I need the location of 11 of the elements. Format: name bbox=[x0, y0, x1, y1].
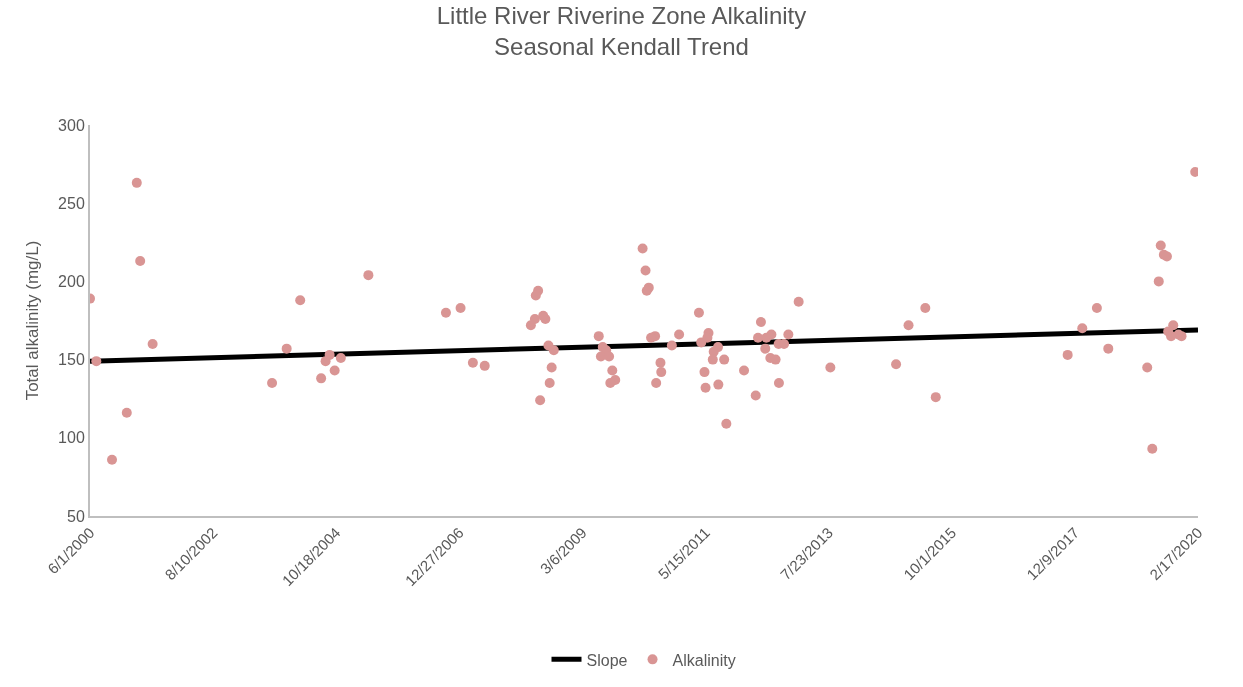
legend-label: Alkalinity bbox=[672, 651, 736, 669]
legend-label: Slope bbox=[586, 651, 628, 669]
y-tick-label: 100 bbox=[58, 429, 85, 447]
y-tick-label: 250 bbox=[58, 194, 85, 212]
y-tick-label: 150 bbox=[58, 351, 85, 369]
chart-title: Little River Riverine Zone Alkalinity bbox=[436, 2, 807, 30]
chart-subtitle: Seasonal Kendall Trend bbox=[494, 33, 749, 61]
y-tick-label: 200 bbox=[58, 273, 85, 290]
y-axis-title: Total alkalinity (mg/L) bbox=[23, 240, 43, 401]
y-tick-label: 300 bbox=[58, 116, 85, 134]
y-tick-label: 50 bbox=[67, 507, 85, 525]
